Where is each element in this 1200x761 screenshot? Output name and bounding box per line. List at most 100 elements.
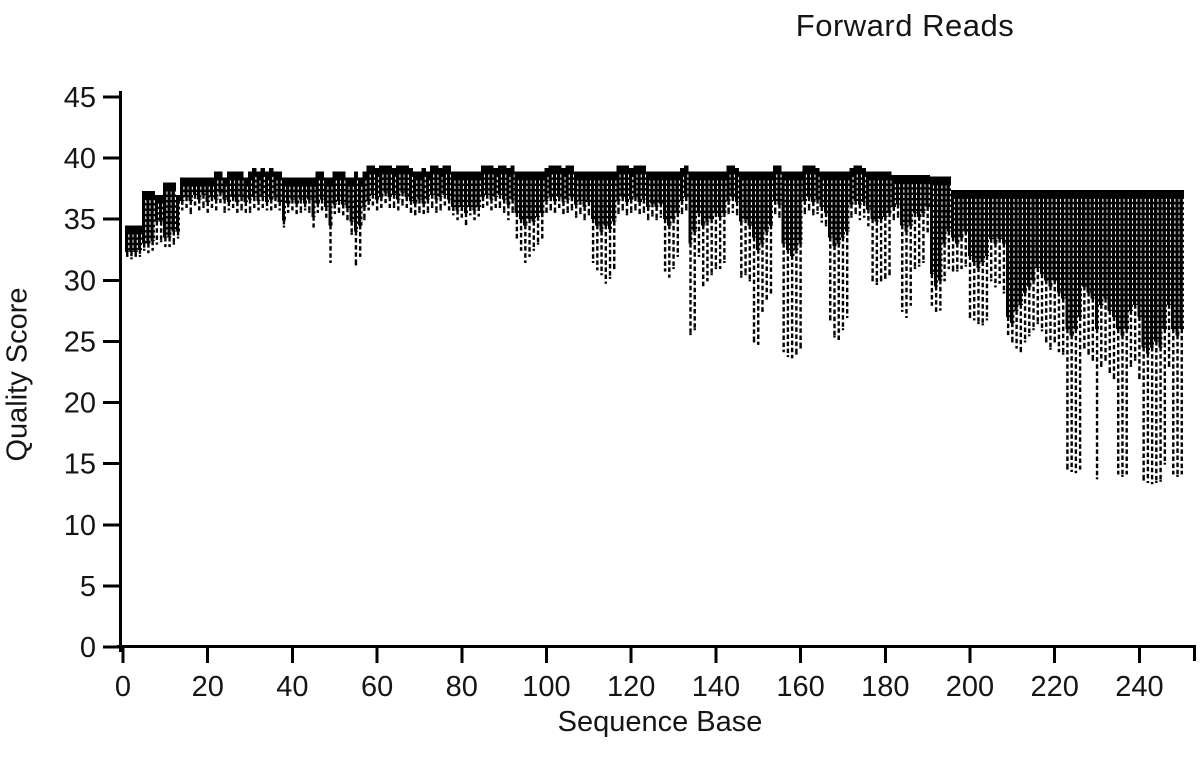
quality-box [1137,189,1142,317]
quality-box [154,194,159,222]
y-tick-label: 15 [64,449,96,481]
quality-box [557,165,562,198]
quality-box [332,171,337,205]
quality-box [1171,189,1176,330]
quality-box [277,171,282,203]
quality-box [468,171,473,207]
quality-box [472,171,477,211]
quality-box [1175,189,1180,336]
quality-box [446,165,452,200]
x-tick-label: 160 [776,671,824,703]
quality-box [730,165,735,198]
quality-box [180,177,185,201]
x-tick-label: 60 [361,671,393,703]
quality-box [518,171,524,220]
quality-box [569,165,575,198]
quality-box [1099,189,1104,305]
quality-box [307,177,312,200]
quality-box [747,171,752,226]
quality-box [214,171,219,200]
quality-box [790,171,795,256]
y-tick-label: 40 [64,143,96,175]
quality-box [794,171,799,250]
quality-box [1031,189,1036,281]
quality-box [917,175,922,217]
quality-box [603,171,608,226]
quality-box [353,171,359,232]
quality-box [226,171,231,203]
quality-box [163,182,168,238]
quality-box [1001,189,1006,244]
quality-box [878,171,884,220]
x-tick-label: 180 [861,671,909,703]
quality-box [764,171,769,232]
quality-box [315,171,320,204]
quality-box [485,165,490,195]
quality-box [188,177,193,201]
quality-box [1018,189,1023,305]
quality-box [925,175,930,207]
quality-box [1116,189,1121,330]
quality-box [862,167,867,203]
quality-box [713,171,719,214]
quality-box [544,167,549,201]
quality-box [811,165,816,203]
quality-box [1158,189,1163,348]
quality-box [548,165,553,198]
quality-box [1128,189,1134,311]
quality-box [421,167,426,204]
quality-box [904,175,909,232]
quality-box [358,177,363,226]
quality-box [523,171,528,226]
quality-box [595,171,600,226]
quality-box [531,171,536,222]
quality-box [1006,189,1011,317]
quality-box [722,171,727,214]
quality-box [336,171,342,201]
quality-box [798,171,803,244]
quality-box [777,165,782,205]
quality-box [1086,189,1091,293]
quality-box [514,171,519,214]
quality-box [662,171,668,220]
quality-box [493,167,498,198]
quality-box [1056,189,1062,293]
x-tick-label: 220 [1031,671,1079,703]
quality-box [802,165,807,201]
quality-box [993,189,998,244]
quality-box [887,171,892,214]
quality-box [497,165,503,195]
quality-box [281,177,287,221]
y-tick-label: 0 [80,632,96,664]
x-tick-label: 140 [692,671,740,703]
quality-box [984,189,990,256]
quality-box [806,165,812,198]
quality-box [612,171,617,222]
quality-box [463,171,469,214]
quality-box [709,171,714,220]
quality-box [684,165,689,198]
quality-box [302,177,308,204]
quality-box [845,171,850,232]
quality-box [379,165,384,198]
quality-box [650,171,655,204]
quality-box [476,171,481,207]
quality-box [900,175,905,226]
quality-box [459,171,464,207]
quality-box [1103,189,1108,299]
quality-box [1120,189,1125,336]
quality-box [396,165,401,200]
quality-box [624,165,630,203]
x-axis-label: Sequence Base [557,706,763,738]
quality-box [866,171,871,210]
quality-box [836,171,841,244]
quality-box [413,171,418,204]
quality-box [633,165,638,198]
quality-box [125,225,130,253]
quality-box [1082,189,1087,287]
quality-box [637,165,642,203]
quality-box [781,171,786,244]
quality-box [294,177,299,204]
